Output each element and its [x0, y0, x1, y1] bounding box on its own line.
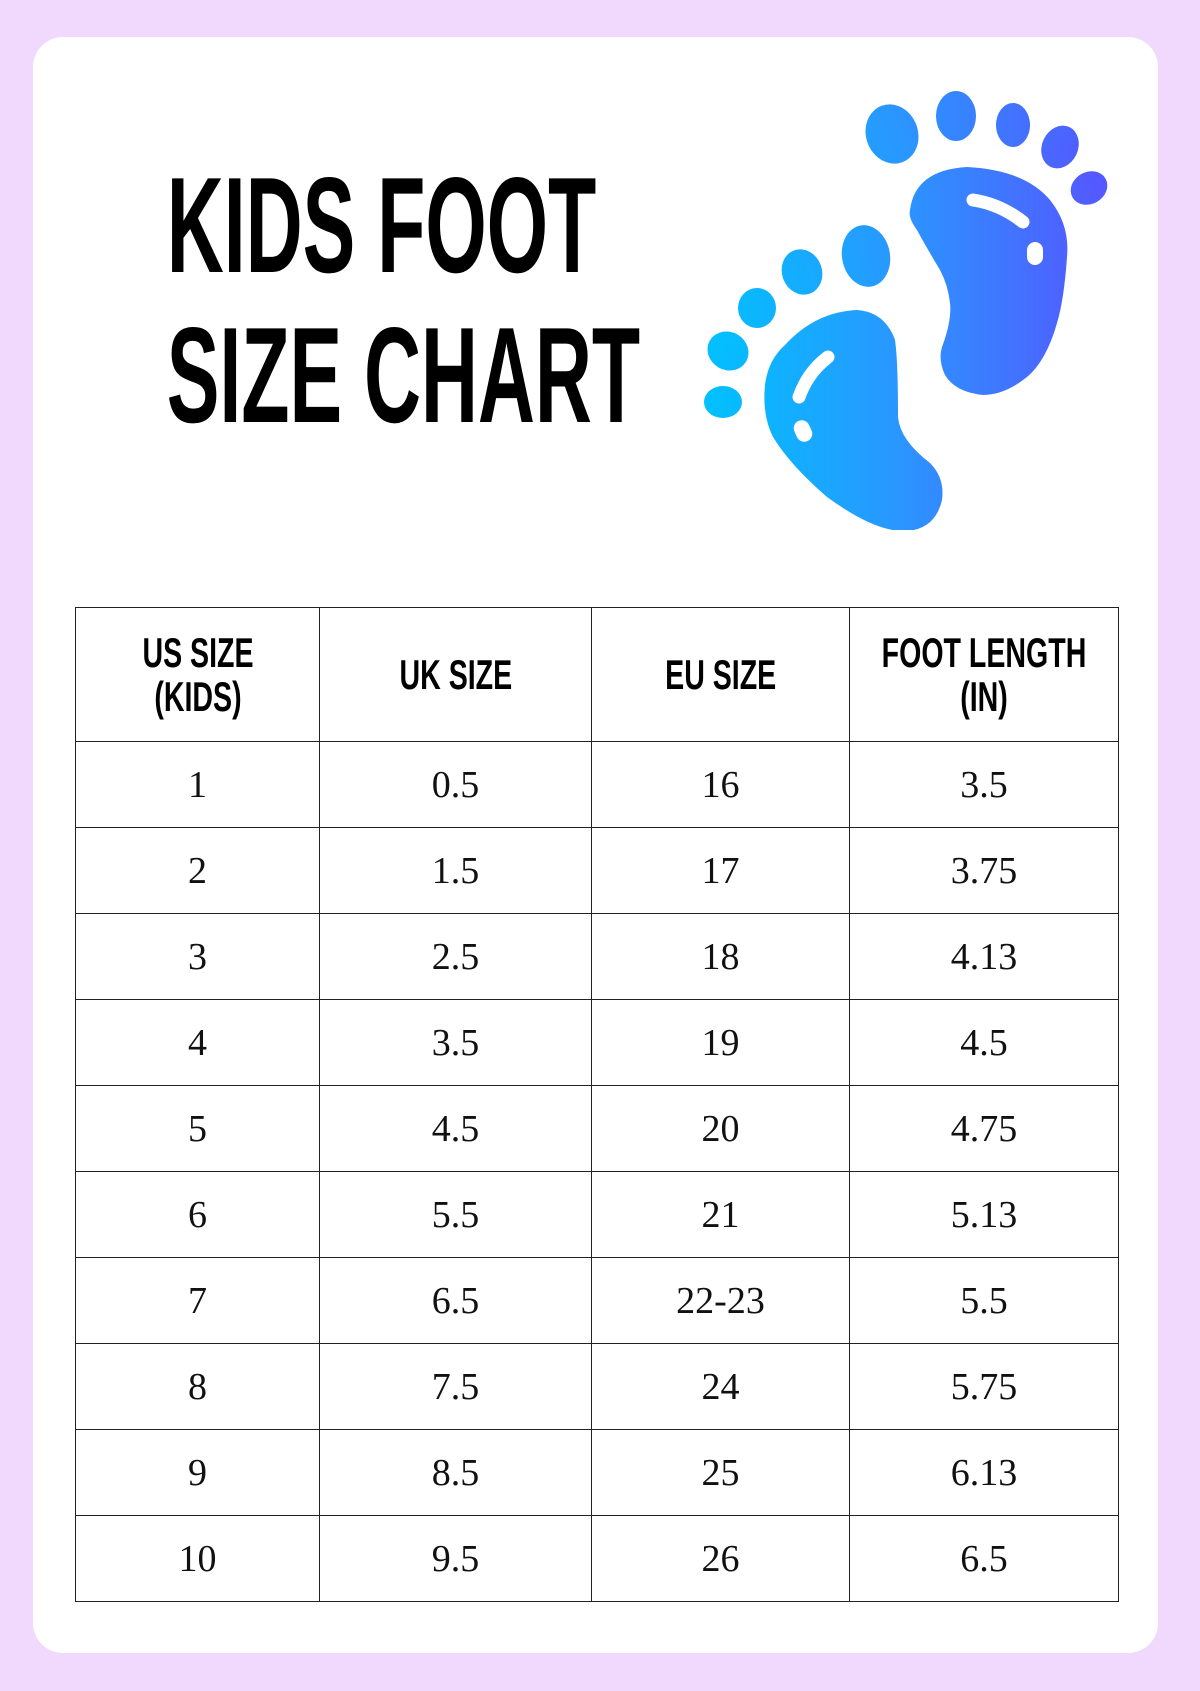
header-uk-size: UK SIZE: [319, 607, 592, 742]
table-row: 5 4.5 20 4.75: [75, 1085, 1119, 1172]
cell-uk-size: 6.5: [319, 1257, 592, 1344]
cell-us-size: 10: [75, 1515, 320, 1602]
header-eu-size: EU SIZE: [591, 607, 850, 742]
size-chart-table: US SIZE (KIDS) UK SIZE EU SIZE FOOT LENG…: [75, 607, 1119, 1602]
cell-us-size: 4: [75, 999, 320, 1086]
cell-foot-length: 6.13: [849, 1429, 1119, 1516]
cell-us-size: 3: [75, 913, 320, 1000]
cell-foot-length: 5.75: [849, 1343, 1119, 1430]
cell-eu-size: 19: [591, 999, 850, 1086]
cell-eu-size: 16: [591, 741, 850, 828]
cell-foot-length: 4.5: [849, 999, 1119, 1086]
cell-uk-size: 7.5: [319, 1343, 592, 1430]
table-row: 1 0.5 16 3.5: [75, 741, 1119, 828]
table-row: 8 7.5 24 5.75: [75, 1343, 1119, 1430]
cell-uk-size: 8.5: [319, 1429, 592, 1516]
cell-eu-size: 21: [591, 1171, 850, 1258]
cell-uk-size: 0.5: [319, 741, 592, 828]
cell-us-size: 2: [75, 827, 320, 914]
cell-foot-length: 3.5: [849, 741, 1119, 828]
cell-uk-size: 2.5: [319, 913, 592, 1000]
cell-foot-length: 4.13: [849, 913, 1119, 1000]
cell-uk-size: 3.5: [319, 999, 592, 1086]
cell-foot-length: 4.75: [849, 1085, 1119, 1172]
table-header-row: US SIZE (KIDS) UK SIZE EU SIZE FOOT LENG…: [75, 607, 1119, 742]
header-us-size: US SIZE (KIDS): [75, 607, 320, 742]
header-foot-length: FOOT LENGTH (IN): [849, 607, 1119, 742]
title-line-2: SIZE CHART: [166, 299, 641, 451]
cell-us-size: 8: [75, 1343, 320, 1430]
cell-eu-size: 18: [591, 913, 850, 1000]
table-row: 3 2.5 18 4.13: [75, 913, 1119, 1000]
cell-eu-size: 17: [591, 827, 850, 914]
cell-foot-length: 5.5: [849, 1257, 1119, 1344]
table-row: 9 8.5 25 6.13: [75, 1429, 1119, 1516]
cell-uk-size: 9.5: [319, 1515, 592, 1602]
cell-eu-size: 22-23: [591, 1257, 850, 1344]
cell-foot-length: 3.75: [849, 827, 1119, 914]
table-row: 4 3.5 19 4.5: [75, 999, 1119, 1086]
cell-uk-size: 5.5: [319, 1171, 592, 1258]
table-row: 2 1.5 17 3.75: [75, 827, 1119, 914]
cell-us-size: 1: [75, 741, 320, 828]
title-line-1: KIDS FOOT: [166, 149, 597, 301]
baby-footprints-icon: [704, 91, 1108, 530]
page-title: KIDS FOOT SIZE CHART: [45, 149, 641, 451]
table-row: 7 6.5 22-23 5.5: [75, 1257, 1119, 1344]
cell-eu-size: 26: [591, 1515, 850, 1602]
cell-uk-size: 4.5: [319, 1085, 592, 1172]
cell-us-size: 7: [75, 1257, 320, 1344]
cell-us-size: 5: [75, 1085, 320, 1172]
table-row: 10 9.5 26 6.5: [75, 1515, 1119, 1602]
cell-foot-length: 6.5: [849, 1515, 1119, 1602]
cell-us-size: 9: [75, 1429, 320, 1516]
table-row: 6 5.5 21 5.13: [75, 1171, 1119, 1258]
cell-eu-size: 20: [591, 1085, 850, 1172]
cell-eu-size: 25: [591, 1429, 850, 1516]
cell-foot-length: 5.13: [849, 1171, 1119, 1258]
cell-us-size: 6: [75, 1171, 320, 1258]
cell-uk-size: 1.5: [319, 827, 592, 914]
cell-eu-size: 24: [591, 1343, 850, 1430]
